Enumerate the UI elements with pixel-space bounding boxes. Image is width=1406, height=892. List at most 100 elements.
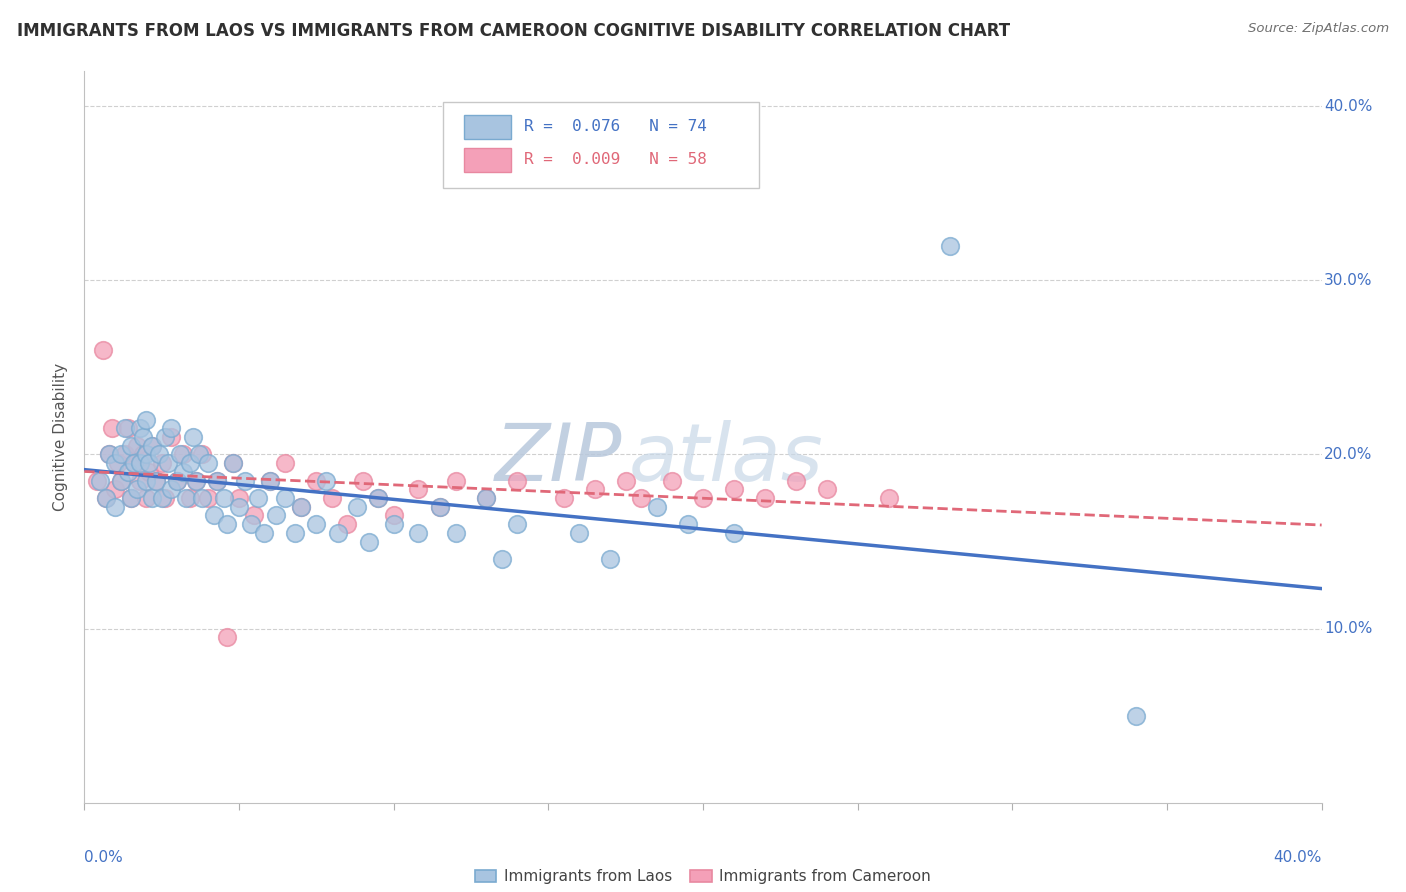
- Point: [94, 491, 117, 505]
- Point: [179, 456, 201, 470]
- Point: [122, 456, 145, 470]
- Text: 30.0%: 30.0%: [1324, 273, 1372, 288]
- Point: [98, 448, 121, 462]
- Point: [132, 430, 155, 444]
- Point: [176, 491, 198, 505]
- Point: [506, 517, 529, 532]
- Point: [259, 474, 281, 488]
- Point: [408, 483, 430, 497]
- Point: [212, 491, 235, 505]
- Point: [197, 456, 219, 470]
- Point: [166, 474, 188, 488]
- Point: [444, 474, 467, 488]
- Point: [692, 491, 714, 505]
- Text: 0.0%: 0.0%: [84, 850, 124, 865]
- Point: [408, 525, 430, 540]
- Point: [429, 500, 451, 514]
- Point: [129, 421, 152, 435]
- Point: [326, 525, 349, 540]
- Point: [191, 448, 214, 462]
- Text: 10.0%: 10.0%: [1324, 621, 1372, 636]
- FancyBboxPatch shape: [443, 102, 759, 188]
- Point: [156, 456, 179, 470]
- Text: IMMIGRANTS FROM LAOS VS IMMIGRANTS FROM CAMEROON COGNITIVE DISABILITY CORRELATIO: IMMIGRANTS FROM LAOS VS IMMIGRANTS FROM …: [17, 22, 1010, 40]
- Point: [135, 448, 157, 462]
- Point: [264, 508, 287, 523]
- Point: [132, 448, 155, 462]
- Point: [141, 439, 163, 453]
- Point: [661, 474, 683, 488]
- Point: [357, 534, 380, 549]
- Point: [125, 439, 148, 453]
- Point: [150, 491, 173, 505]
- Point: [91, 343, 114, 357]
- Point: [104, 500, 127, 514]
- Point: [86, 474, 108, 488]
- Text: 40.0%: 40.0%: [1324, 99, 1372, 113]
- Point: [89, 474, 111, 488]
- Point: [145, 474, 167, 488]
- FancyBboxPatch shape: [464, 115, 512, 138]
- Text: Source: ZipAtlas.com: Source: ZipAtlas.com: [1249, 22, 1389, 36]
- Point: [233, 474, 256, 488]
- Point: [222, 456, 245, 470]
- Point: [120, 491, 142, 505]
- Point: [382, 508, 405, 523]
- Point: [110, 474, 132, 488]
- Point: [243, 508, 266, 523]
- Point: [222, 456, 245, 470]
- Point: [114, 448, 136, 462]
- Point: [346, 500, 368, 514]
- Point: [145, 474, 167, 488]
- Point: [138, 465, 160, 479]
- Point: [723, 483, 745, 497]
- Point: [1125, 708, 1147, 723]
- Point: [290, 500, 312, 514]
- Point: [305, 474, 328, 488]
- Point: [135, 491, 157, 505]
- Point: [172, 448, 194, 462]
- Point: [352, 474, 374, 488]
- Point: [153, 430, 176, 444]
- Point: [367, 491, 389, 505]
- Point: [475, 491, 498, 505]
- Point: [160, 421, 183, 435]
- Point: [290, 500, 312, 514]
- Text: R =  0.076   N = 74: R = 0.076 N = 74: [523, 120, 706, 135]
- Point: [228, 491, 250, 505]
- Y-axis label: Cognitive Disability: Cognitive Disability: [53, 363, 69, 511]
- FancyBboxPatch shape: [464, 148, 512, 171]
- Point: [107, 456, 129, 470]
- Point: [191, 491, 214, 505]
- Point: [785, 474, 807, 488]
- Point: [197, 491, 219, 505]
- Point: [166, 474, 188, 488]
- Point: [153, 491, 176, 505]
- Point: [336, 517, 359, 532]
- Point: [215, 631, 238, 645]
- Point: [114, 421, 136, 435]
- Point: [367, 491, 389, 505]
- Point: [141, 439, 163, 453]
- Point: [630, 491, 652, 505]
- Point: [583, 483, 606, 497]
- Point: [160, 430, 183, 444]
- Point: [207, 474, 229, 488]
- Point: [506, 474, 529, 488]
- Point: [315, 474, 337, 488]
- Point: [187, 448, 209, 462]
- Point: [215, 517, 238, 532]
- Point: [614, 474, 637, 488]
- Point: [125, 483, 148, 497]
- Point: [184, 474, 207, 488]
- Point: [179, 491, 201, 505]
- Point: [491, 552, 513, 566]
- Point: [141, 491, 163, 505]
- Point: [129, 474, 152, 488]
- Text: 40.0%: 40.0%: [1274, 850, 1322, 865]
- Point: [568, 525, 591, 540]
- Point: [444, 525, 467, 540]
- Point: [207, 474, 229, 488]
- Point: [599, 552, 621, 566]
- Point: [160, 483, 183, 497]
